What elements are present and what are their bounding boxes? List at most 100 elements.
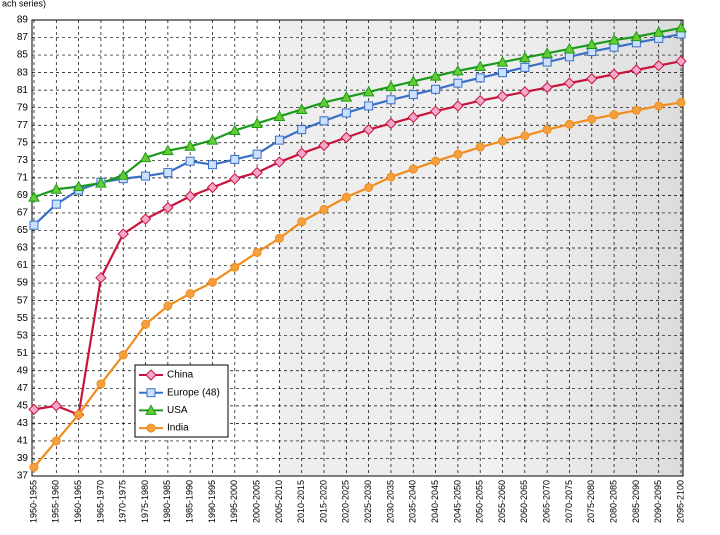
marker (72, 180, 85, 192)
y-tick-label: 53 (17, 330, 29, 341)
marker (252, 247, 262, 257)
y-tick-label: 49 (17, 365, 29, 376)
x-tick-label: 1955-1960 (51, 480, 61, 523)
y-tick-label: 87 (17, 32, 29, 43)
marker (319, 116, 329, 126)
legend-marker (145, 369, 157, 381)
marker (273, 110, 286, 121)
legend-label: India (167, 423, 189, 434)
y-tick-label: 43 (17, 418, 29, 429)
marker (608, 34, 620, 45)
marker (28, 403, 40, 416)
y-tick-label: 77 (17, 120, 29, 131)
x-tick-label: 2080-2085 (608, 480, 618, 523)
x-tick-label: 2030-2035 (385, 480, 395, 523)
y-tick-label: 63 (17, 243, 29, 254)
marker (273, 156, 286, 168)
marker (675, 55, 687, 67)
y-tick-label: 79 (17, 102, 29, 113)
marker (452, 64, 464, 76)
y-tick-label: 67 (17, 208, 29, 219)
legend-marker (145, 404, 157, 415)
marker (207, 277, 217, 287)
y-tick-label: 37 (17, 471, 29, 482)
marker (587, 114, 597, 124)
marker (453, 78, 463, 88)
marker (542, 125, 552, 135)
y-tick-label: 59 (17, 278, 29, 289)
marker (563, 42, 576, 54)
marker (676, 97, 686, 107)
marker (429, 105, 442, 117)
marker (141, 171, 151, 181)
marker (362, 123, 375, 136)
marker (318, 139, 330, 152)
x-tick-label: 2075-2080 (586, 480, 596, 523)
x-tick-label: 1995-2000 (229, 480, 239, 523)
marker (28, 191, 40, 202)
marker (385, 117, 397, 130)
x-tick-label: 1975-1980 (140, 480, 150, 523)
marker (586, 73, 598, 85)
marker (230, 154, 240, 164)
x-tick-label: 1990-1995 (207, 480, 217, 523)
marker (585, 38, 598, 50)
y-tick-label: 41 (17, 436, 29, 447)
x-tick-label: 2050-2055 (475, 480, 485, 523)
x-tick-label: 1980-1985 (162, 480, 172, 523)
marker (230, 262, 240, 272)
marker (206, 181, 219, 194)
marker (163, 168, 173, 178)
x-tick-label: 2055-2060 (497, 480, 507, 523)
marker (162, 201, 174, 214)
marker (297, 217, 307, 227)
y-tick-label: 81 (17, 85, 29, 96)
marker (563, 77, 576, 89)
marker (386, 95, 396, 105)
marker (229, 173, 241, 185)
marker (386, 172, 396, 182)
marker (431, 84, 441, 94)
legend-label: USA (167, 405, 188, 416)
y-tick-label: 89 (17, 15, 29, 26)
marker (274, 135, 284, 145)
marker (429, 70, 442, 81)
y-tick-label: 47 (17, 383, 29, 394)
marker (475, 73, 485, 83)
y-tick-label: 73 (17, 155, 29, 166)
y-tick-label: 75 (17, 137, 29, 148)
x-tick-label: 1960-1965 (73, 480, 83, 523)
x-tick-label: 1970-1975 (118, 480, 128, 523)
x-tick-label: 2000-2005 (251, 480, 261, 523)
marker (518, 51, 531, 63)
marker (541, 47, 553, 58)
marker (185, 156, 195, 166)
x-tick-label: 2095-2100 (675, 480, 685, 523)
marker (51, 436, 61, 446)
x-tick-label: 2025-2030 (363, 480, 373, 523)
y-tick-label: 83 (17, 67, 29, 78)
marker (251, 117, 263, 128)
marker (95, 272, 107, 284)
x-tick-label: 2020-2025 (341, 480, 351, 523)
y-tick-label: 61 (17, 260, 29, 271)
marker (29, 220, 39, 230)
marker (185, 289, 195, 299)
marker (207, 160, 217, 170)
marker (630, 30, 643, 42)
marker (96, 379, 106, 389)
marker (297, 125, 307, 135)
marker (474, 94, 486, 107)
marker (228, 124, 241, 135)
x-tick-label: 2065-2070 (542, 480, 552, 523)
legend-marker (146, 388, 156, 398)
marker (407, 111, 419, 124)
marker (408, 164, 418, 174)
marker (252, 149, 262, 159)
y-tick-label: 85 (17, 50, 29, 61)
marker (29, 462, 39, 472)
marker (564, 119, 574, 129)
marker (520, 131, 530, 141)
marker (184, 140, 197, 151)
